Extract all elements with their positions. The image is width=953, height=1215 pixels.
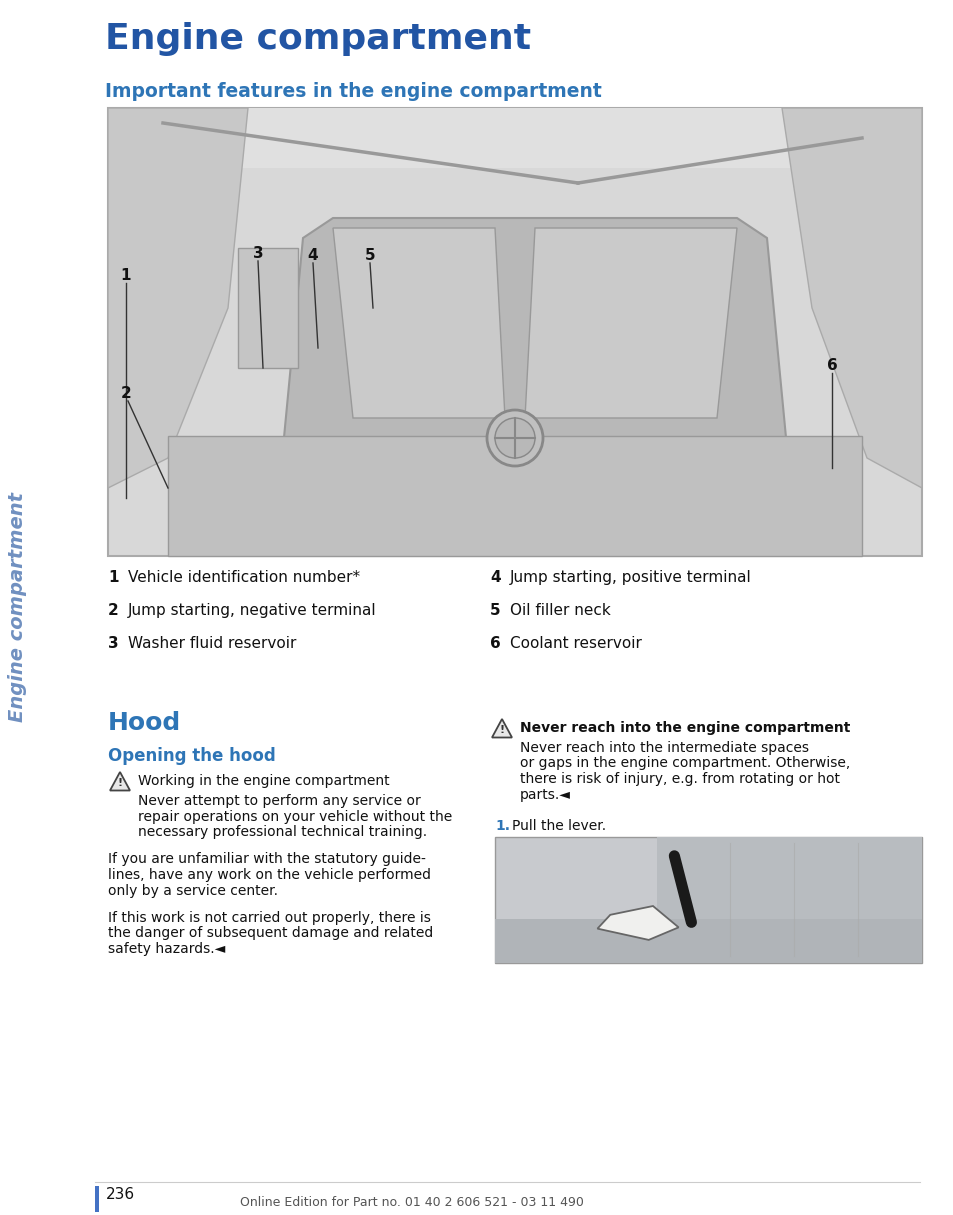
Bar: [95, 1186, 99, 1213]
Text: Opening the hood: Opening the hood: [108, 747, 275, 765]
Text: 3: 3: [108, 635, 118, 651]
Text: lines, have any work on the vehicle performed: lines, have any work on the vehicle perf…: [108, 868, 431, 882]
Text: 4: 4: [308, 249, 318, 264]
Text: 6: 6: [825, 358, 837, 373]
Text: there is risk of injury, e.g. from rotating or hot: there is risk of injury, e.g. from rotat…: [519, 772, 840, 786]
Polygon shape: [781, 108, 921, 488]
Bar: [237, 248, 297, 368]
Text: !: !: [117, 778, 122, 789]
Bar: [657, 837, 921, 962]
Text: !: !: [499, 725, 504, 735]
Text: repair operations on your vehicle without the: repair operations on your vehicle withou…: [138, 809, 452, 824]
Text: Jump starting, negative terminal: Jump starting, negative terminal: [128, 603, 376, 618]
Text: Oil filler neck: Oil filler neck: [510, 603, 610, 618]
Bar: [495, 837, 921, 962]
Text: Never reach into the engine compartment: Never reach into the engine compartment: [519, 720, 849, 735]
Polygon shape: [524, 228, 737, 418]
Polygon shape: [333, 228, 504, 418]
Text: Never attempt to perform any service or: Never attempt to perform any service or: [138, 793, 420, 808]
Text: only by a service center.: only by a service center.: [108, 883, 277, 898]
Text: Never reach into the intermediate spaces: Never reach into the intermediate spaces: [519, 741, 808, 755]
Polygon shape: [492, 719, 512, 738]
Polygon shape: [283, 217, 786, 498]
Text: 3: 3: [253, 245, 263, 260]
Text: If you are unfamiliar with the statutory guide-: If you are unfamiliar with the statutory…: [108, 853, 425, 866]
Bar: [495, 919, 921, 962]
Bar: [168, 436, 862, 556]
Text: Washer fluid reservoir: Washer fluid reservoir: [128, 635, 296, 651]
Text: Jump starting, positive terminal: Jump starting, positive terminal: [510, 570, 751, 584]
Text: 2: 2: [108, 603, 118, 618]
Text: Important features in the engine compartment: Important features in the engine compart…: [105, 81, 601, 101]
Text: parts.◄: parts.◄: [519, 787, 570, 802]
Bar: [108, 108, 921, 168]
Text: 1: 1: [108, 570, 118, 584]
Text: Pull the lever.: Pull the lever.: [512, 819, 605, 833]
Text: Online Edition for Part no. 01 40 2 606 521 - 03 11 490: Online Edition for Part no. 01 40 2 606 …: [240, 1196, 583, 1209]
Circle shape: [486, 409, 542, 467]
Text: 1.: 1.: [495, 819, 510, 833]
Text: 1: 1: [121, 269, 132, 283]
Text: 6: 6: [490, 635, 500, 651]
Text: 236: 236: [106, 1187, 135, 1202]
Text: or gaps in the engine compartment. Otherwise,: or gaps in the engine compartment. Other…: [519, 757, 849, 770]
Text: If this work is not carried out properly, there is: If this work is not carried out properly…: [108, 911, 431, 925]
Text: the danger of subsequent damage and related: the danger of subsequent damage and rela…: [108, 927, 433, 940]
Text: Hood: Hood: [108, 711, 181, 735]
Text: 4: 4: [490, 570, 500, 584]
Text: Coolant reservoir: Coolant reservoir: [510, 635, 641, 651]
Text: Engine compartment: Engine compartment: [105, 22, 531, 56]
Text: Working in the engine compartment: Working in the engine compartment: [138, 774, 389, 789]
Polygon shape: [597, 906, 678, 940]
Text: 2: 2: [120, 385, 132, 401]
Text: necessary professional technical training.: necessary professional technical trainin…: [138, 825, 427, 840]
Text: safety hazards.◄: safety hazards.◄: [108, 942, 225, 956]
Bar: [108, 108, 921, 556]
Text: Vehicle identification number*: Vehicle identification number*: [128, 570, 359, 584]
Text: 5: 5: [490, 603, 500, 618]
Text: Engine compartment: Engine compartment: [9, 492, 28, 723]
Circle shape: [495, 418, 535, 458]
Polygon shape: [108, 108, 248, 488]
Polygon shape: [110, 772, 130, 791]
Text: 5: 5: [364, 249, 375, 264]
